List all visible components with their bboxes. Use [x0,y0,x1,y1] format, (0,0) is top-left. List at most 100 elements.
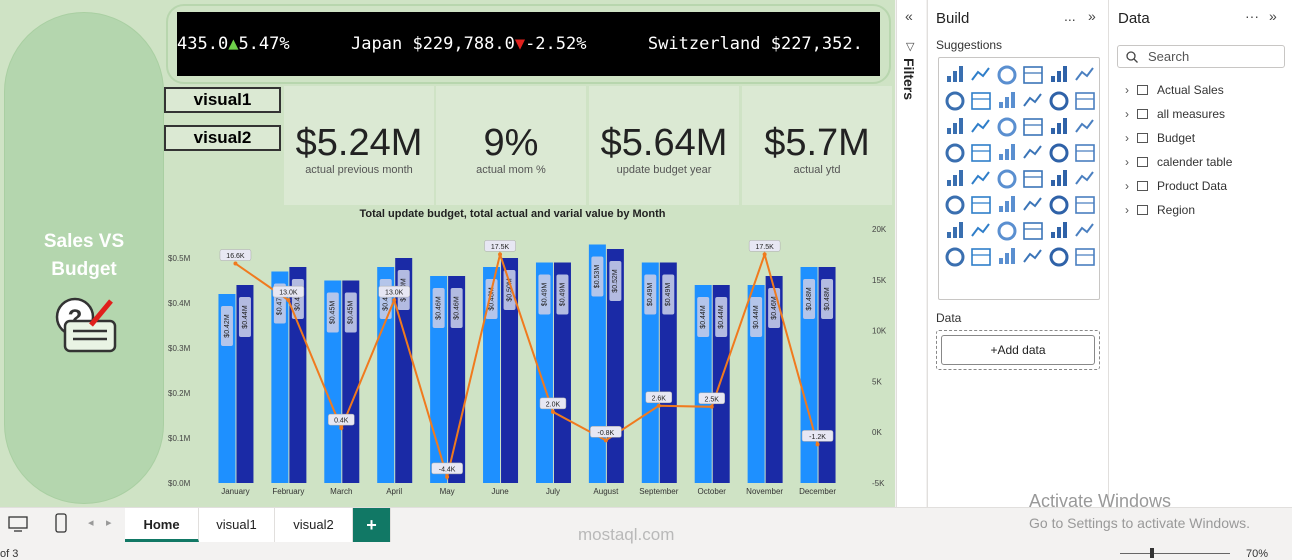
x-tick-label: March [330,487,352,496]
add-page-button[interactable]: + [353,508,391,542]
visual-type-icon [997,117,1017,137]
line-value-label: 17.5K [755,244,774,251]
data-table-item[interactable]: › Region [1125,200,1285,220]
data-table-item[interactable]: › calender table [1125,152,1285,172]
bar-value-label: $0.49M [665,283,672,307]
bar-value-label: $0.44M [700,305,707,329]
chevron-right-icon[interactable]: › [1125,131,1129,145]
visual-type-icon [997,65,1017,85]
data-more-icon[interactable]: ··· [1245,8,1259,24]
visual-type-icon [1051,66,1067,82]
bar-value-label: $0.52M [612,269,619,293]
line-value-label: -0.8K [598,430,615,437]
chevron-right-icon[interactable]: › [1125,107,1129,121]
tab-visual1[interactable]: visual1 [199,508,275,542]
report-title: Sales VS Budget [43,231,125,280]
bar-value-label: $0.53M [594,265,601,289]
line-value-label: 17.5K [491,244,510,251]
bar-value-label: $0.44M [242,305,249,329]
bar-label-bg [697,297,710,337]
ticker-item: 435.0 ▲ 5.47% [177,34,290,54]
visual-type-icon [1023,249,1042,263]
line-label-bg [219,249,252,261]
visual-type-icon [999,248,1015,264]
data-search-box[interactable]: Search [1117,45,1285,68]
build-pane: Build ... » Suggestions Data +Add data [927,0,1108,540]
filters-pane[interactable]: « ▽ Filters [896,0,926,507]
line-point [286,298,291,303]
bar-label-bg [538,274,551,315]
bar [501,258,519,483]
filters-label[interactable]: Filters [901,58,917,101]
visual-type-icon [999,92,1015,108]
bar-label-bg [591,256,604,297]
line-label-bg [539,397,567,410]
bar [606,249,624,483]
visual-type-icon [971,196,991,214]
data-collapse-icon[interactable]: » [1269,8,1277,24]
page-indicator: of 3 [0,548,19,560]
tab-visual2[interactable]: visual2 [275,508,353,542]
bar-label-bg [220,306,233,346]
data-table-item[interactable]: › Product Data [1125,176,1285,196]
bar-value-label: $0.44M [753,305,760,329]
line-value-label: 2.0K [546,401,561,408]
visual-type-icon [999,196,1015,212]
bar-label-bg [238,297,251,337]
collapse-filters-icon[interactable]: « [905,8,913,24]
title-panel: Sales VS Budget ? [4,12,164,504]
bar [377,267,395,483]
table-icon [1137,109,1148,119]
line-point [233,261,238,266]
visual-type-icon [945,247,965,267]
next-page-icon[interactable]: ▸ [106,517,112,529]
y-right-tick: -5K [872,479,885,488]
bar-value-label: $0.46M [771,296,778,320]
add-data-button[interactable]: +Add data [941,335,1095,365]
data-table-item[interactable]: › Budget [1125,128,1285,148]
table-icon [1137,133,1148,143]
chevron-right-icon[interactable]: › [1125,83,1129,97]
chevron-right-icon[interactable]: › [1125,203,1129,217]
visual-type-icon [947,222,963,238]
bar [818,267,836,483]
data-table-item[interactable]: › all measures [1125,104,1285,124]
data-table-item[interactable]: › Actual Sales [1125,80,1285,100]
y-right-tick: 5K [872,377,882,386]
page-tabs-bar: ◂ ▸ Home visual1 visual2 + of 3 70% Acti… [0,491,1292,560]
chart-title: Total update budget, total actual and va… [359,208,666,220]
visual1-nav-button[interactable]: visual1 [164,87,281,113]
line-point [815,442,820,447]
visual-type-icon [1075,144,1095,162]
zoom-slider-thumb[interactable] [1150,548,1154,558]
visual-type-icon [945,195,965,215]
visual-type-icon [997,221,1017,241]
x-tick-label: December [799,487,836,496]
mobile-view-icon[interactable] [55,513,67,533]
kpi-value: 9% [483,122,539,164]
line-point [656,403,661,408]
prev-page-icon[interactable]: ◂ [88,517,94,529]
kpi-label: actual mom % [476,164,546,176]
visual-type-icon [1023,93,1042,107]
chevron-right-icon[interactable]: › [1125,155,1129,169]
activate-windows-subtitle: Go to Settings to activate Windows. [1029,515,1250,531]
x-tick-label: October [697,487,726,496]
tab-home[interactable]: Home [125,508,199,542]
kpi-card: 9% actual mom % [436,86,586,205]
zoom-slider[interactable] [1120,553,1230,554]
visual2-nav-button[interactable]: visual2 [164,125,281,151]
line-value-label: 13.0K [385,290,404,297]
chevron-right-icon[interactable]: › [1125,179,1129,193]
y-left-tick: $0.1M [168,434,191,443]
desktop-view-icon[interactable] [8,516,28,532]
line-label-bg [272,285,305,298]
search-input[interactable]: Search [1148,49,1190,64]
visual-type-icon [971,119,990,133]
combo-chart[interactable]: Total update budget, total actual and va… [164,206,891,506]
visual-type-icon [1023,170,1043,188]
visual-type-icon [1051,118,1067,134]
build-more-icon[interactable]: ... [1064,8,1076,24]
visual-type-icon [971,144,991,162]
build-collapse-icon[interactable]: » [1088,8,1096,24]
